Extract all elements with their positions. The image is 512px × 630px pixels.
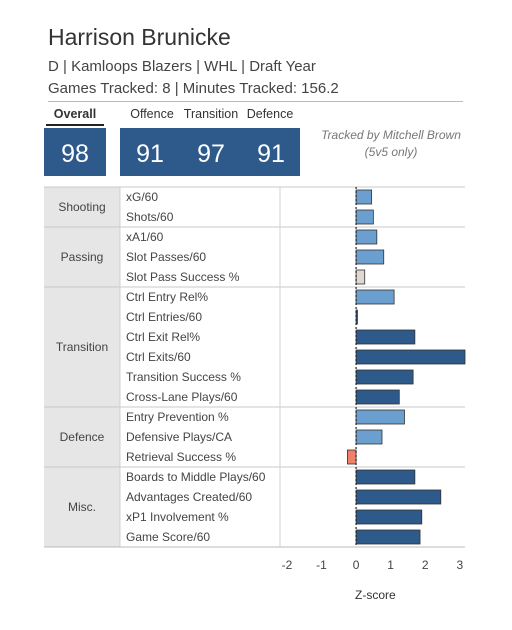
sub-scores-box: 91 97 91 — [120, 128, 300, 176]
bar-ctrl-exit-rel — [355, 329, 416, 345]
metric-label-advantages-created-60: Advantages Created/60 — [126, 490, 252, 504]
player-subtitle: D | Kamloops Blazers | WHL | Draft Year — [48, 58, 316, 75]
bar-advantages-created-60 — [355, 489, 442, 505]
group-band-passing — [44, 227, 120, 287]
bar-cross-lane-plays-60 — [355, 389, 400, 405]
tab-transition[interactable]: Transition — [183, 107, 239, 121]
group-label-shooting: Shooting — [58, 200, 105, 214]
bar-entry-prevention — [355, 409, 405, 425]
bar-retrieval-success — [347, 449, 357, 465]
metric-label-ctrl-exit-rel: Ctrl Exit Rel% — [126, 330, 200, 344]
metric-label-boards-to-middle-plays-60: Boards to Middle Plays/60 — [126, 470, 266, 484]
overall-score-value: 98 — [61, 140, 89, 168]
games-tracked-line: Games Tracked: 8 | Minutes Tracked: 156.… — [48, 80, 339, 97]
metric-label-retrieval-success: Retrieval Success % — [126, 450, 236, 464]
bar-defensive-plays-ca — [355, 429, 383, 445]
metric-label-defensive-plays-ca: Defensive Plays/CA — [126, 430, 232, 444]
metric-label-shots-60: Shots/60 — [126, 210, 174, 224]
overall-score-box: 98 — [44, 128, 106, 176]
metric-label-ctrl-entries-60: Ctrl Entries/60 — [126, 310, 202, 324]
group-label-defence: Defence — [60, 430, 105, 444]
metric-label-slot-passes-60: Slot Passes/60 — [126, 250, 206, 264]
metric-label-xp1-involvement: xP1 Involvement % — [126, 510, 229, 524]
tab-overall[interactable]: Overall — [53, 107, 97, 121]
bar-xg-60 — [355, 189, 373, 205]
x-tick-label: 0 — [353, 558, 360, 572]
tracked-by-text: Tracked by Mitchell Brown — [321, 128, 461, 142]
group-label-passing: Passing — [61, 250, 104, 264]
group-band-transition — [44, 287, 120, 407]
bar-game-score-60 — [355, 529, 421, 545]
tab-offence[interactable]: Offence — [130, 107, 174, 121]
tracked-scope-text: (5v5 only) — [364, 145, 418, 159]
metric-label-xa1-60: xA1/60 — [126, 230, 164, 244]
x-axis-label: Z-score — [355, 588, 396, 602]
x-tick-label: 2 — [422, 558, 429, 572]
metric-label-transition-success: Transition Success % — [126, 370, 241, 384]
tab-defence[interactable]: Defence — [246, 107, 294, 121]
title-divider — [48, 101, 463, 102]
x-tick-label: -1 — [316, 558, 327, 572]
group-band-shooting — [44, 187, 120, 227]
metric-label-game-score-60: Game Score/60 — [126, 530, 210, 544]
metric-label-cross-lane-plays-60: Cross-Lane Plays/60 — [126, 390, 238, 404]
transition-score-value: 97 — [197, 140, 225, 168]
x-tick-label: 1 — [387, 558, 394, 572]
group-band-misc — [44, 467, 120, 547]
bar-slot-pass-success — [355, 269, 366, 285]
bar-ctrl-exits-60 — [355, 349, 466, 365]
bar-shots-60 — [355, 209, 374, 225]
metric-label-ctrl-exits-60: Ctrl Exits/60 — [126, 350, 191, 364]
defence-score-value: 91 — [257, 140, 285, 168]
bar-xp1-involvement — [355, 509, 423, 525]
bar-ctrl-entry-rel — [355, 289, 395, 305]
group-label-misc: Misc. — [68, 500, 96, 514]
bar-slot-passes-60 — [355, 249, 385, 265]
metric-label-entry-prevention: Entry Prevention % — [126, 410, 229, 424]
metric-label-slot-pass-success: Slot Pass Success % — [126, 270, 240, 284]
player-name: Harrison Brunicke — [48, 24, 231, 50]
offence-score-value: 91 — [136, 140, 164, 168]
bar-transition-success — [355, 369, 414, 385]
tab-overall-underline — [46, 124, 104, 126]
tracked-by-note: Tracked by Mitchell Brown (5v5 only) — [310, 127, 472, 161]
group-label-transition: Transition — [56, 340, 108, 354]
bar-xa1-60 — [355, 229, 378, 245]
x-tick-label: -2 — [282, 558, 293, 572]
x-tick-label: 3 — [456, 558, 463, 572]
bar-boards-to-middle-plays-60 — [355, 469, 416, 485]
metric-label-xg-60: xG/60 — [126, 190, 158, 204]
metric-label-ctrl-entry-rel: Ctrl Entry Rel% — [126, 290, 208, 304]
group-band-defence — [44, 407, 120, 467]
